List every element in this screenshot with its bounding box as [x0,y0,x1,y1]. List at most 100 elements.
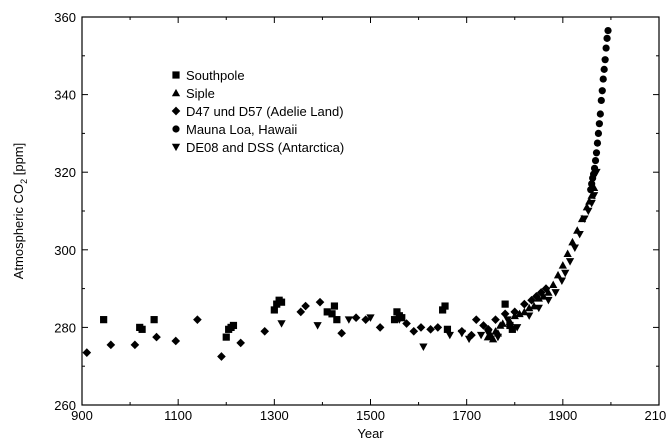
data-point-circle [602,44,610,52]
data-point-square [100,316,108,324]
data-point-diamond [471,315,481,324]
data-point-triangle-down [457,329,466,338]
data-point-diamond [527,295,536,305]
data-point-triangle-down [395,316,404,324]
data-point-triangle-down [419,343,428,351]
data-point-diamond [541,284,551,293]
data-point-diamond [217,352,226,361]
data-point-triangle-down [534,304,543,313]
data-point-triangle-down [575,230,584,239]
data-point-circle [591,156,600,165]
y-tick-label: 320 [54,165,76,180]
data-point-circle [588,180,596,188]
data-point-diamond [130,340,140,350]
data-point-diamond [402,319,411,328]
legend-marker-circle [172,125,180,133]
data-point-triangle-up [568,237,577,246]
x-tick-label: 1500 [356,408,385,423]
x-tick-label: 1900 [548,408,577,423]
data-point-square [393,308,401,316]
data-point-triangle-down [570,244,579,252]
series-0 [100,296,516,341]
data-point-triangle-down [525,312,534,320]
data-point-diamond [193,315,202,324]
data-point-diamond [479,321,488,330]
data-markers [82,26,612,361]
data-point-triangle-up [515,309,524,318]
data-point-triangle-down [580,215,589,223]
legend-label: D47 und D57 (Adelie Land) [186,104,344,119]
data-point-triangle-down [584,207,593,216]
data-point-diamond [260,326,270,336]
data-point-circle [599,75,607,83]
legend-marker-triangle-up [171,88,181,97]
x-tick-label: 1700 [452,408,481,423]
data-point-triangle-up [544,288,553,296]
data-point-circle [597,96,605,105]
data-point-diamond [520,299,529,309]
legend-marker-triangle-down [171,143,181,152]
series-1 [483,183,599,343]
data-point-circle [603,34,611,42]
data-point-diamond [337,328,346,338]
legend-label: Siple [186,86,215,101]
data-point-square [229,321,238,330]
data-point-square [150,316,158,324]
y-tick-label: 360 [54,10,76,25]
data-point-triangle-down [344,316,354,324]
plot-frame [81,16,660,406]
data-point-square [323,308,331,316]
data-point-square [273,300,281,308]
data-point-triangle-down [476,331,486,340]
y-tick-label: 300 [54,243,76,258]
data-point-triangle-down [589,192,599,200]
data-point-diamond [375,323,385,332]
data-point-triangle-up [558,261,567,269]
y-axis-title-subscript: 2 [19,179,29,184]
data-point-diamond [106,340,116,350]
data-point-circle [593,139,602,147]
data-point-triangle-down [503,316,512,324]
y-axis-title-main: Atmospheric CO [11,184,26,279]
data-point-diamond [152,332,161,342]
data-point-diamond [82,348,92,357]
data-point-square [441,302,449,310]
data-point-diamond [409,326,419,336]
y-axis-ticks: 260 280 300 320 340 360 [54,10,659,413]
x-tick-label: 1100 [164,408,192,423]
data-point-square [443,325,452,333]
data-point-triangle-up [563,249,572,257]
data-point-triangle-down [313,322,322,330]
x-tick-label: 2100 [645,408,666,423]
data-point-circle [592,149,601,157]
data-point-diamond [500,309,510,319]
x-axis-ticks: 900 1100 1300 1500 1700 1900 2100 [71,17,666,423]
data-point-circle [594,129,603,137]
data-point-triangle-down [484,329,493,338]
data-point-square [390,316,399,324]
y-tick-label: 340 [54,88,76,103]
legend-label: Mauna Loa, Hawaii [186,122,297,137]
data-point-circle [596,110,604,118]
data-point-circle [601,56,609,64]
series-3 [587,26,612,194]
data-point-triangle-up [553,270,563,279]
y-axis-title: Atmospheric CO2 [ppm] [11,143,29,280]
data-point-circle [598,87,606,95]
data-point-triangle-down [445,331,454,340]
data-point-square [333,316,341,324]
data-point-triangle-up [498,319,507,327]
data-point-diamond [491,315,500,324]
data-point-circle [587,186,595,194]
data-point-square [501,300,509,308]
data-point-triangle-down [513,324,522,332]
data-point-diamond [236,338,245,348]
data-point-square [328,310,336,318]
y-axis-title-unit: [ppm] [11,143,26,179]
x-tick-label: 1300 [260,408,289,423]
legend-marker-diamond [171,106,181,116]
data-point-triangle-up [525,303,534,312]
data-point-triangle-down [587,199,596,208]
data-point-circle [600,65,608,73]
